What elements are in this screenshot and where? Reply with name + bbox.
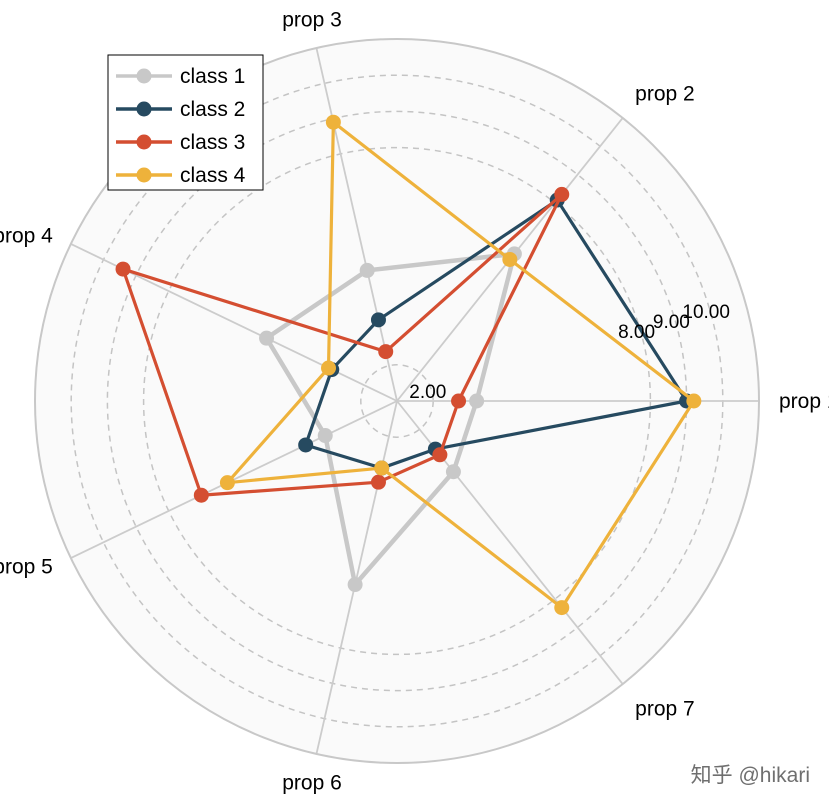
axis-label-prop-6: prop 6 [282,771,342,794]
data-point-s4-p4 [321,360,337,376]
data-point-s4-p2 [502,251,518,267]
series-line-4 [225,120,696,610]
legend-label-1: class 1 [180,65,245,88]
legend-item-3: class 3 [116,131,245,154]
axis-label-prop-3: prop 3 [282,9,342,32]
tick-label-1: 8.00 [618,322,655,343]
data-point-s3-p5 [193,487,209,503]
data-point-s3-p3 [378,344,394,360]
legend-marker-2 [136,101,152,117]
axis-label-prop-5: prop 5 [0,556,53,579]
data-point-s1-p7 [445,464,461,480]
legend-item-1: class 1 [116,65,245,88]
data-point-s4-p1 [686,393,702,409]
data-point-s2-p5 [298,437,314,453]
legend-marker-3 [136,134,152,150]
data-point-s3-p1 [451,393,467,409]
data-point-s1-p5 [317,428,333,444]
data-point-s1-p4 [259,330,275,346]
outer-ring [34,38,760,764]
tick-label-0: 2.00 [409,382,446,403]
watermark-text: 知乎 @hikari [691,764,810,787]
legend: class 1 class 2 class 3 class 4 [107,54,264,191]
data-point-s3-p6 [370,474,386,490]
series-line-3 [121,192,564,497]
axis-label-prop-7: prop 7 [635,698,695,721]
legend-item-2: class 2 [116,98,245,121]
data-point-s4-p6 [374,460,390,476]
legend-marker-1 [136,68,152,84]
data-point-s1-p6 [347,577,363,593]
data-point-s4-p5 [219,475,235,491]
series-line-2 [304,198,689,470]
axis-label-prop-2: prop 2 [635,82,695,105]
data-point-s3-p2 [554,186,570,202]
legend-label-3: class 3 [180,131,245,154]
data-point-s4-p3 [325,114,341,130]
legend-label-4: class 4 [180,164,246,187]
axis-label-prop-4: prop 4 [0,224,53,247]
series-3 [115,186,570,503]
series-layer [115,114,702,616]
legend-marker-4 [136,167,152,183]
legend-item-4: class 4 [116,164,246,187]
data-point-s2-p3 [370,312,386,328]
data-point-s1-p3 [359,262,375,278]
data-point-s3-p7 [432,447,448,463]
tick-label-3: 10.00 [682,302,730,323]
data-point-s1-p1 [469,393,485,409]
series-4 [219,114,702,616]
spoke-3 [315,47,398,402]
legend-label-2: class 2 [180,98,245,121]
data-point-s3-p4 [115,261,131,277]
axis-label-prop-1: prop 1 [779,390,829,413]
tick-label-2: 9.00 [653,312,690,333]
data-point-s4-p7 [554,600,570,616]
